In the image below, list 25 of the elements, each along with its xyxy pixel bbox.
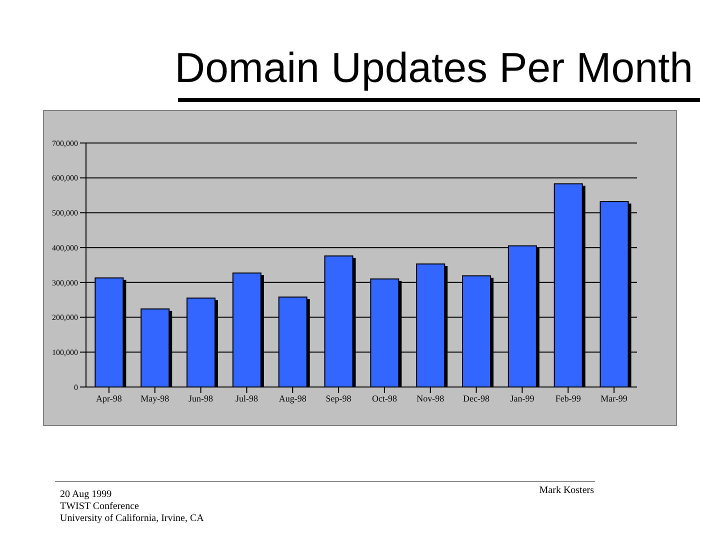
x-tick-label: Jan-99 <box>510 393 535 404</box>
text: TWIST Conference <box>60 501 140 513</box>
x-tick-label: Mar-99 <box>600 393 628 404</box>
x-tick-label: Feb-99 <box>555 393 582 404</box>
y-tick-label: 600,000 <box>52 174 78 183</box>
text: Mark Kosters <box>539 485 594 497</box>
x-tick-label: Jun-98 <box>188 393 214 404</box>
x-tick-label: Oct-98 <box>372 393 398 404</box>
text: University of California, Irvine, CA <box>60 513 204 525</box>
y-tick-label: 300,000 <box>52 278 78 288</box>
y-tick-label: 200,000 <box>52 313 78 322</box>
y-tick-label: 100,000 <box>52 348 78 357</box>
x-tick-label: Apr-98 <box>96 393 122 404</box>
x-tick-label: Nov-98 <box>416 393 445 404</box>
x-tick-label: Sep-98 <box>326 393 352 404</box>
y-tick-label: 700,000 <box>52 138 78 148</box>
y-tick-label: 0 <box>74 382 78 392</box>
x-tick-label: Aug-98 <box>278 393 307 404</box>
x-tick-label: Jul-98 <box>235 393 258 404</box>
y-tick-label: 500,000 <box>52 208 78 218</box>
y-tick-label: 400,000 <box>52 243 78 252</box>
x-tick-label: May-98 <box>140 393 170 404</box>
x-tick-label: Dec-98 <box>463 393 490 404</box>
chart-title: Domain Updates Per Month <box>174 43 693 93</box>
text: 20 Aug 1999 <box>60 489 113 501</box>
